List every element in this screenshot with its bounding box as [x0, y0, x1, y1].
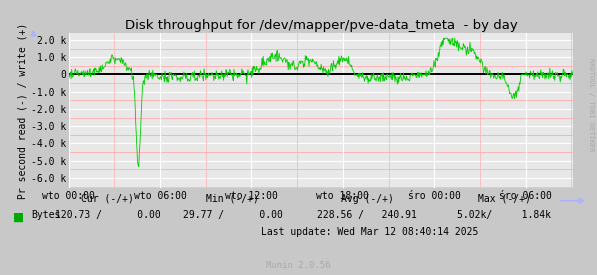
- Text: Avg (-/+): Avg (-/+): [341, 194, 393, 204]
- Text: ■: ■: [13, 210, 24, 223]
- Text: 228.56 /   240.91: 228.56 / 240.91: [317, 210, 417, 220]
- Text: Min (-/+): Min (-/+): [207, 194, 259, 204]
- Text: Last update: Wed Mar 12 08:40:14 2025: Last update: Wed Mar 12 08:40:14 2025: [261, 227, 479, 237]
- Text: Max (-/+): Max (-/+): [478, 194, 531, 204]
- Text: 29.77 /      0.00: 29.77 / 0.00: [183, 210, 283, 220]
- Text: Bytes: Bytes: [31, 210, 60, 220]
- Text: RRDTOOL / TOBI OETIKER: RRDTOOL / TOBI OETIKER: [588, 58, 594, 151]
- Y-axis label: Pr second read (-) / write (+): Pr second read (-) / write (+): [18, 23, 28, 199]
- Text: Munin 2.0.56: Munin 2.0.56: [266, 261, 331, 270]
- Text: Cur (-/+): Cur (-/+): [81, 194, 134, 204]
- Text: 5.02k/     1.84k: 5.02k/ 1.84k: [457, 210, 552, 220]
- Title: Disk throughput for /dev/mapper/pve-data_tmeta  - by day: Disk throughput for /dev/mapper/pve-data…: [125, 19, 517, 32]
- Text: 120.73 /      0.00: 120.73 / 0.00: [54, 210, 161, 220]
